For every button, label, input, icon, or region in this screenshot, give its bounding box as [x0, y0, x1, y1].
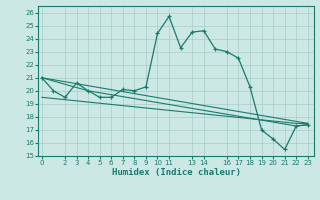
- X-axis label: Humidex (Indice chaleur): Humidex (Indice chaleur): [111, 168, 241, 177]
